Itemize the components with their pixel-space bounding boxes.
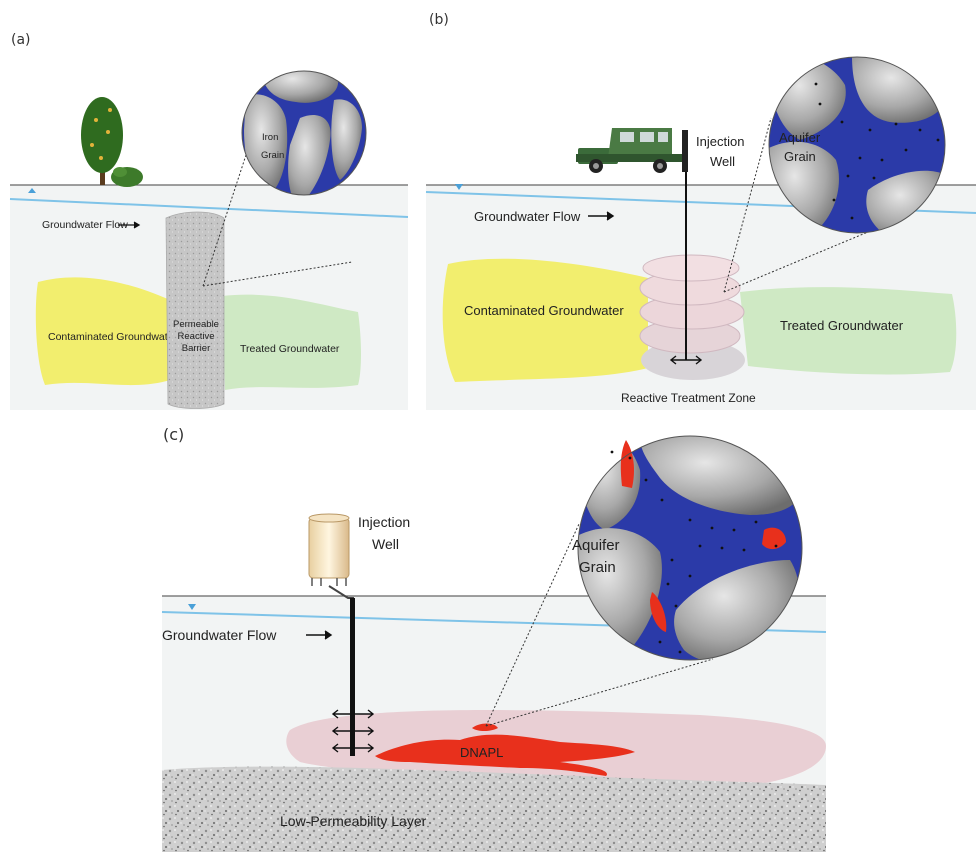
panel-a-magnifier-label-line1: Iron (262, 132, 278, 143)
panel-a-magnifier: Iron Grain (241, 70, 367, 196)
panel-b-letter: (b) (429, 12, 449, 28)
dnapl-in-pore (762, 527, 786, 550)
panel-a-treated-label: Treated Groundwater (240, 343, 340, 355)
panel-c-well-label-line1: Injection (358, 514, 410, 530)
panel-c-zoom-line (485, 523, 580, 727)
panel-c-zoom-line (485, 658, 714, 727)
injection-tank-icon (308, 513, 354, 599)
panel-b-flow-arrow-icon (588, 211, 615, 221)
panel-a-zoom-line (202, 261, 353, 287)
panel-b-contaminated-plume (442, 258, 648, 382)
dnapl-droplet (472, 723, 498, 731)
panel-a: (a) Groundwater Flow Contaminated Ground… (9, 32, 409, 410)
panel-b-magnifier: Aquifer Grain (768, 56, 946, 234)
panel-b-water-table-marker-icon (455, 184, 463, 190)
shrub-icon (111, 167, 143, 187)
dnapl-in-pore (650, 592, 667, 632)
panel-b-zone-label: Reactive Treatment Zone (621, 391, 756, 405)
panel-c-water-table-marker-icon (188, 604, 196, 610)
panel-a-contaminated-label: Contaminated Groundwater (48, 331, 177, 343)
panel-c-layer-label: Low-Permeability Layer (280, 813, 427, 829)
panel-b-treated-label: Treated Groundwater (780, 318, 904, 333)
panel-a-water-table-marker-icon (28, 188, 36, 193)
panel-c-well-pipe (350, 598, 355, 756)
dnapl-in-pore (620, 440, 634, 488)
panel-a-contaminated-plume (35, 277, 170, 386)
panel-c-injection-arrows-icon (331, 709, 375, 753)
tree-icon (81, 97, 123, 185)
panel-c-well-label-line2: Well (372, 536, 399, 552)
panel-a-flow-arrow-icon (118, 221, 141, 229)
panel-b-magnifier-label-line1: Aquifer (779, 130, 821, 145)
panel-b-magnifier-label-line2: Grain (784, 149, 816, 164)
panel-a-flow-label: Groundwater Flow (42, 219, 128, 231)
panel-a-zoom-line (202, 154, 247, 287)
panel-b: (b) Injection Well Groundwater Flow (425, 12, 976, 410)
panel-a-treated-plume (222, 294, 361, 390)
panel-b-well-label-line1: Injection (696, 134, 744, 149)
panel-c-flow-label: Groundwater Flow (162, 627, 277, 643)
panel-c-letter: (c) (163, 425, 184, 444)
panel-a-magnifier-label-line2: Grain (261, 150, 284, 161)
panel-c-flow-arrow-icon (306, 630, 333, 640)
panel-b-well-label-line2: Well (710, 154, 735, 169)
barrier-label-line3: Barrier (182, 343, 211, 354)
dnapl-pool (375, 734, 635, 776)
panel-b-treated-plume (740, 287, 957, 375)
panel-a-letter: (a) (11, 32, 31, 48)
panel-b-contaminated-label: Contaminated Groundwater (464, 303, 624, 318)
panel-c-magnifier-label-line2: Grain (579, 559, 616, 576)
panel-c: (c) Injection Well Groundwater Flow Low-… (161, 425, 827, 852)
panel-b-flow-label: Groundwater Flow (474, 209, 581, 224)
barrier-label-line2: Reactive (178, 331, 215, 342)
pickup-truck-icon (576, 128, 688, 173)
barrier-label-line1: Permeable (173, 319, 219, 330)
panel-c-magnifier-label-line1: Aquifer (572, 537, 620, 554)
panel-a-water-table (9, 198, 409, 218)
panel-b-injection-arrows-icon (669, 355, 703, 365)
panel-b-zoom-line (723, 231, 869, 293)
reactive-treatment-zone (639, 254, 745, 380)
low-permeability-layer (162, 766, 826, 852)
permeable-reactive-barrier (165, 211, 225, 409)
panel-c-dnapl-label: DNAPL (460, 745, 503, 760)
